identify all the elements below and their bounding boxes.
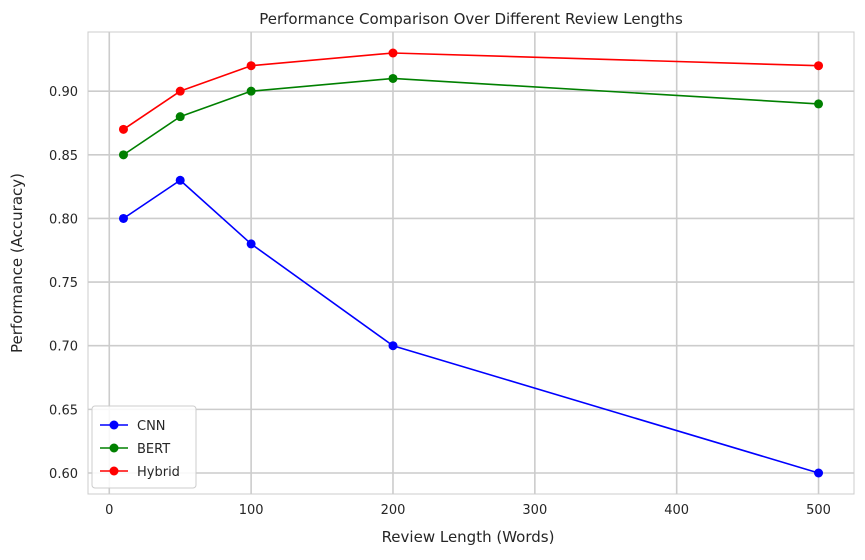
legend-label-cnn: CNN <box>137 419 166 434</box>
data-point-cnn <box>118 213 128 223</box>
y-tick-label: 0.60 <box>49 467 78 482</box>
data-point-bert <box>175 112 185 122</box>
series-bert <box>118 73 824 160</box>
data-point-cnn <box>388 341 398 351</box>
data-point-hybrid <box>246 61 256 71</box>
grid <box>88 32 854 494</box>
x-tick-label: 400 <box>664 503 689 518</box>
series-hybrid <box>118 48 824 134</box>
series-layer <box>118 48 824 478</box>
data-point-bert <box>388 73 398 83</box>
legend-item-hybrid: Hybrid <box>100 465 180 480</box>
legend-item-bert: BERT <box>100 442 170 457</box>
legend: CNN BERT Hybrid <box>91 405 197 489</box>
data-point-hybrid <box>118 124 128 134</box>
series-cnn <box>118 175 824 478</box>
y-tick-label: 0.70 <box>49 340 78 355</box>
y-tick-label: 0.65 <box>49 403 78 418</box>
x-tick-label: 200 <box>381 503 406 518</box>
y-tick-label: 0.85 <box>49 149 78 164</box>
x-axis-label: Review Length (Words) <box>382 528 555 546</box>
data-point-hybrid <box>388 48 398 58</box>
legend-item-cnn: CNN <box>100 419 166 434</box>
y-axis-label: Performance (Accuracy) <box>8 173 26 353</box>
series-line-cnn <box>123 179 819 474</box>
legend-label-hybrid: Hybrid <box>137 465 180 480</box>
data-point-cnn <box>246 239 256 249</box>
x-tick-label: 100 <box>239 503 264 518</box>
data-point-bert <box>814 99 824 109</box>
data-point-cnn <box>175 175 185 185</box>
data-point-bert <box>118 150 128 160</box>
plot-frame <box>87 31 855 495</box>
x-tick-label: 500 <box>806 503 831 518</box>
data-point-hybrid <box>814 61 824 71</box>
data-point-bert <box>246 86 256 96</box>
legend-marker-hybrid <box>109 466 119 476</box>
x-tick-label: 300 <box>522 503 547 518</box>
y-tick-label: 0.80 <box>49 212 78 227</box>
x-tick-label: 0 <box>105 503 113 518</box>
series-line-bert <box>123 77 819 156</box>
y-tick-label: 0.75 <box>49 276 78 291</box>
data-point-hybrid <box>175 86 185 96</box>
y-tick-label: 0.90 <box>49 85 78 100</box>
legend-marker-cnn <box>109 420 119 430</box>
chart-title: Performance Comparison Over Different Re… <box>259 10 683 28</box>
data-point-cnn <box>814 468 824 478</box>
legend-label-bert: BERT <box>137 442 170 457</box>
legend-marker-bert <box>109 443 119 453</box>
tick-labels: 0 100 200 300 400 500 0.60 0.65 0.70 0.75 0.80 0.85… <box>49 85 831 518</box>
